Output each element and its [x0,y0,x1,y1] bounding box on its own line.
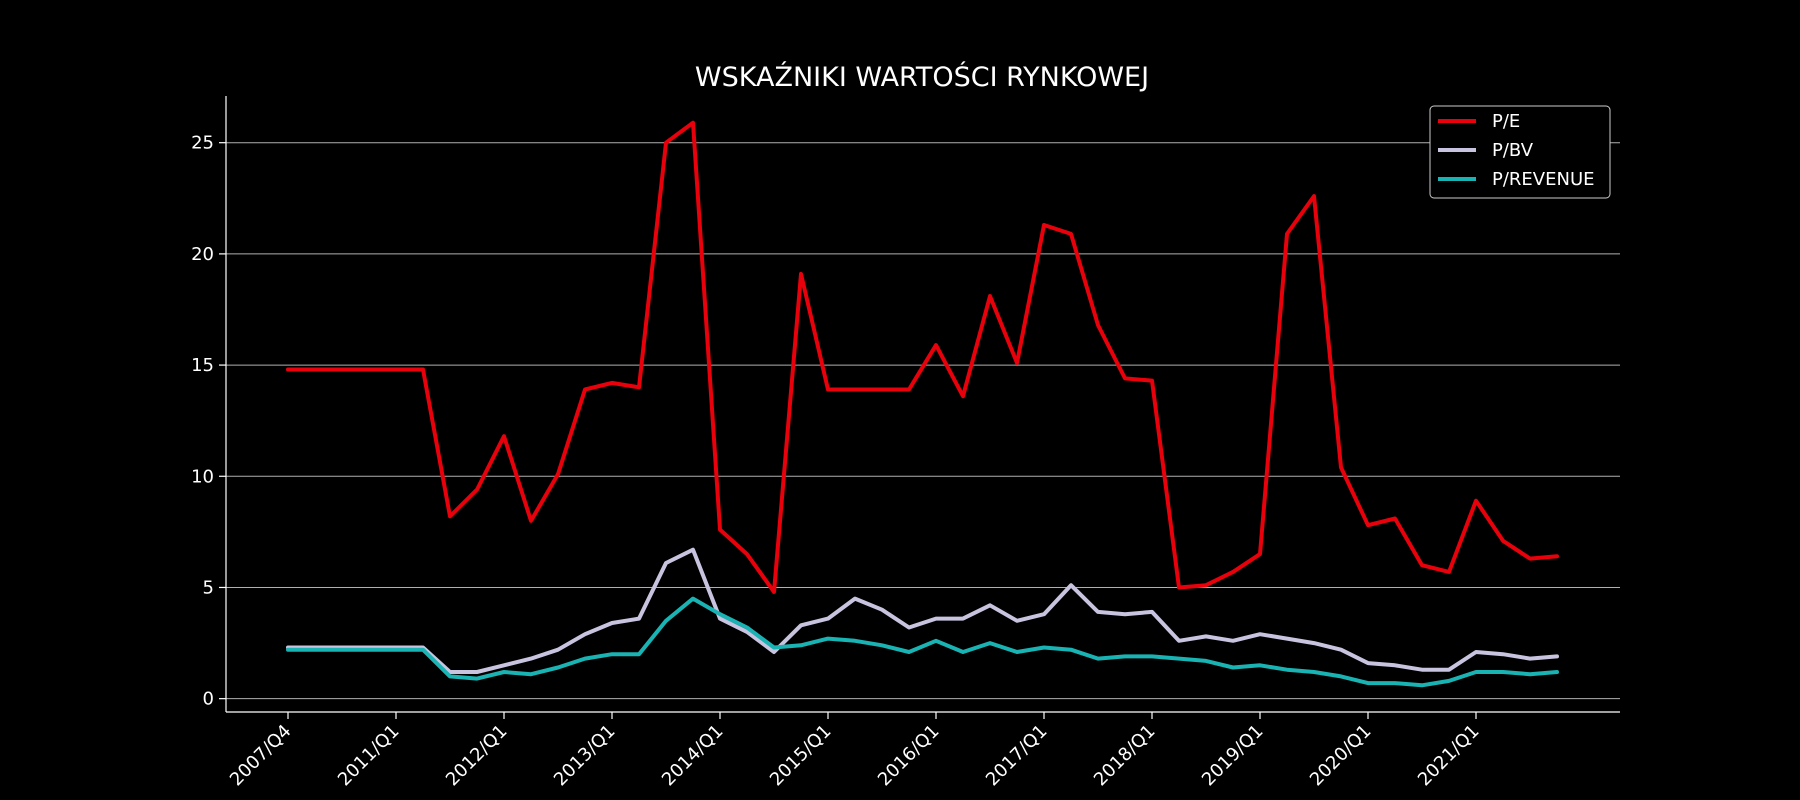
x-tick-label: 2019/Q1 [1198,721,1268,791]
legend-label: P/REVENUE [1492,169,1595,190]
legend: P/E P/BV P/REVENUE [1429,105,1611,199]
x-tick-label: 2007/Q4 [226,721,296,791]
x-tick-label: 2018/Q1 [1090,721,1160,791]
x-tick-label: 2013/Q1 [550,721,620,791]
legend-box [1429,105,1611,199]
x-tick-label: 2020/Q1 [1306,721,1376,791]
series-lines [286,120,1559,688]
y-tick-label: 20 [191,244,214,265]
legend-label: P/BV [1492,140,1534,161]
y-axis-ticks: 0 5 10 15 20 25 [191,133,226,710]
y-tick-label: 5 [203,577,214,598]
x-tick-label: 2017/Q1 [982,721,1052,791]
x-tick-label: 2014/Q1 [658,721,728,791]
axes [225,96,1620,713]
chart-title: WSKAŹNIKI WARTOŚCI RYNKOWEJ [695,61,1149,93]
y-tick-label: 15 [191,355,214,376]
x-tick-label: 2011/Q1 [334,721,404,791]
series-line-p-e [286,120,1559,594]
y-tick-label: 25 [191,133,214,154]
legend-label: P/E [1492,111,1520,132]
y-tick-label: 10 [191,466,214,487]
series-line-p-bv [286,547,1559,674]
series-line-p-revenue [286,596,1559,688]
y-tick-label: 0 [203,689,214,710]
x-axis-ticks: 2007/Q4 2011/Q1 2012/Q1 2013/Q1 2014/Q1 2015/… [226,712,1484,790]
x-tick-label: 2016/Q1 [874,721,944,791]
grid-lines [226,142,1620,700]
x-tick-label: 2012/Q1 [442,721,512,791]
x-tick-label: 2021/Q1 [1414,721,1484,791]
x-tick-label: 2015/Q1 [766,721,836,791]
